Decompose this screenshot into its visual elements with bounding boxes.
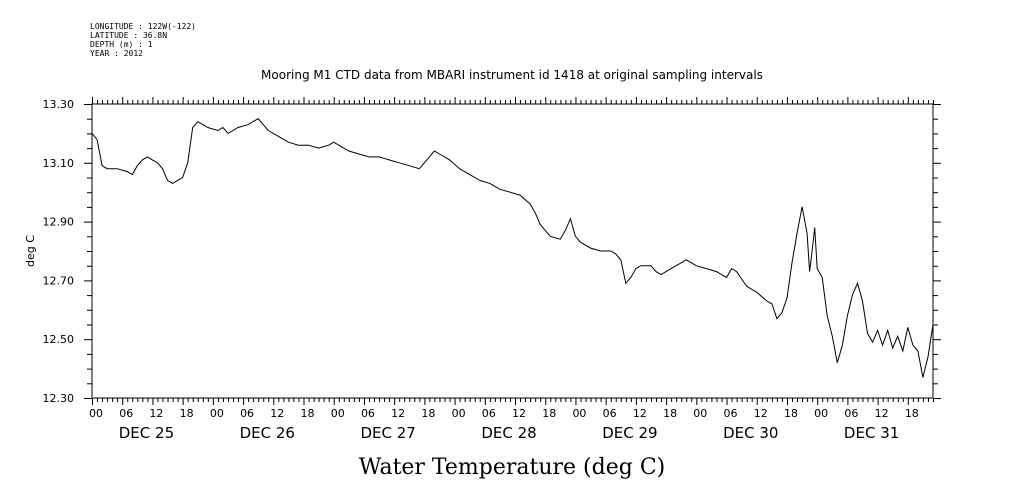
x-tick-label: 12 — [633, 407, 647, 420]
x-tick-label: 18 — [542, 407, 556, 420]
day-label: DEC 26 — [240, 424, 295, 442]
x-tick-label: 18 — [421, 407, 435, 420]
chart-title: Mooring M1 CTD data from MBARI instrumen… — [261, 68, 763, 82]
x-tick-label: 00 — [814, 407, 828, 420]
x-tick-label: 00 — [452, 407, 466, 420]
x-tick-label: 06 — [844, 407, 858, 420]
metadata-line: LATITUDE : 36.8N — [90, 31, 167, 40]
x-tick-label: 12 — [754, 407, 768, 420]
temperature-series-line — [91, 118, 934, 378]
x-tick-label: 06 — [603, 407, 617, 420]
y-tick-label: 13.30 — [43, 98, 75, 111]
x-tick-label: 00 — [210, 407, 224, 420]
x-tick-label: 12 — [270, 407, 284, 420]
x-axis-label: Water Temperature (deg C) — [359, 455, 666, 480]
x-tick-label: 18 — [905, 407, 919, 420]
x-tick-label: 12 — [391, 407, 405, 420]
x-tick-label: 06 — [724, 407, 738, 420]
metadata-line: DEPTH (m) : 1 — [90, 40, 153, 49]
metadata-line: LONGITUDE : 122W(-122) — [90, 22, 196, 31]
plot-frame — [91, 103, 934, 399]
y-tick-labels: 13.30 13.10 12.90 12.70 12.50 12.30 — [43, 98, 75, 405]
x-tick-label: 12 — [875, 407, 889, 420]
x-tick-label: 06 — [361, 407, 375, 420]
axis-ticks — [84, 97, 941, 405]
x-tick-label: 00 — [572, 407, 586, 420]
y-tick-label: 12.90 — [43, 216, 75, 229]
x-tick-label: 00 — [331, 407, 345, 420]
x-tick-label: 00 — [89, 407, 103, 420]
y-tick-label: 13.10 — [43, 157, 75, 170]
x-tick-label: 12 — [149, 407, 163, 420]
x-tick-labels: 00 06 12 18 00 06 12 18 00 06 12 18 00 06 12 18 00 06 12 18… — [89, 407, 919, 420]
day-label: DEC 25 — [119, 424, 174, 442]
x-tick-label: 00 — [693, 407, 707, 420]
day-label: DEC 30 — [723, 424, 778, 442]
x-tick-label: 18 — [301, 407, 315, 420]
y-axis-label: deg C — [24, 235, 37, 267]
day-label: DEC 27 — [360, 424, 415, 442]
day-label: DEC 28 — [481, 424, 536, 442]
x-tick-label: 18 — [784, 407, 798, 420]
x-tick-label: 18 — [180, 407, 194, 420]
x-tick-label: 06 — [240, 407, 254, 420]
metadata-line: YEAR : 2012 — [90, 49, 143, 58]
y-tick-label: 12.30 — [43, 392, 75, 405]
day-label: DEC 31 — [844, 424, 899, 442]
day-label: DEC 29 — [602, 424, 657, 442]
y-tick-label: 12.70 — [43, 274, 75, 287]
x-tick-label: 06 — [119, 407, 133, 420]
x-tick-label: 18 — [663, 407, 677, 420]
day-labels: DEC 25 DEC 26 DEC 27 DEC 28 DEC 29 DEC 30 DEC … — [119, 424, 900, 442]
metadata-block: LONGITUDE : 122W(-122)LATITUDE : 36.8NDE… — [90, 22, 196, 58]
x-tick-label: 12 — [512, 407, 526, 420]
y-tick-label: 12.50 — [43, 333, 75, 346]
x-tick-label: 06 — [482, 407, 496, 420]
